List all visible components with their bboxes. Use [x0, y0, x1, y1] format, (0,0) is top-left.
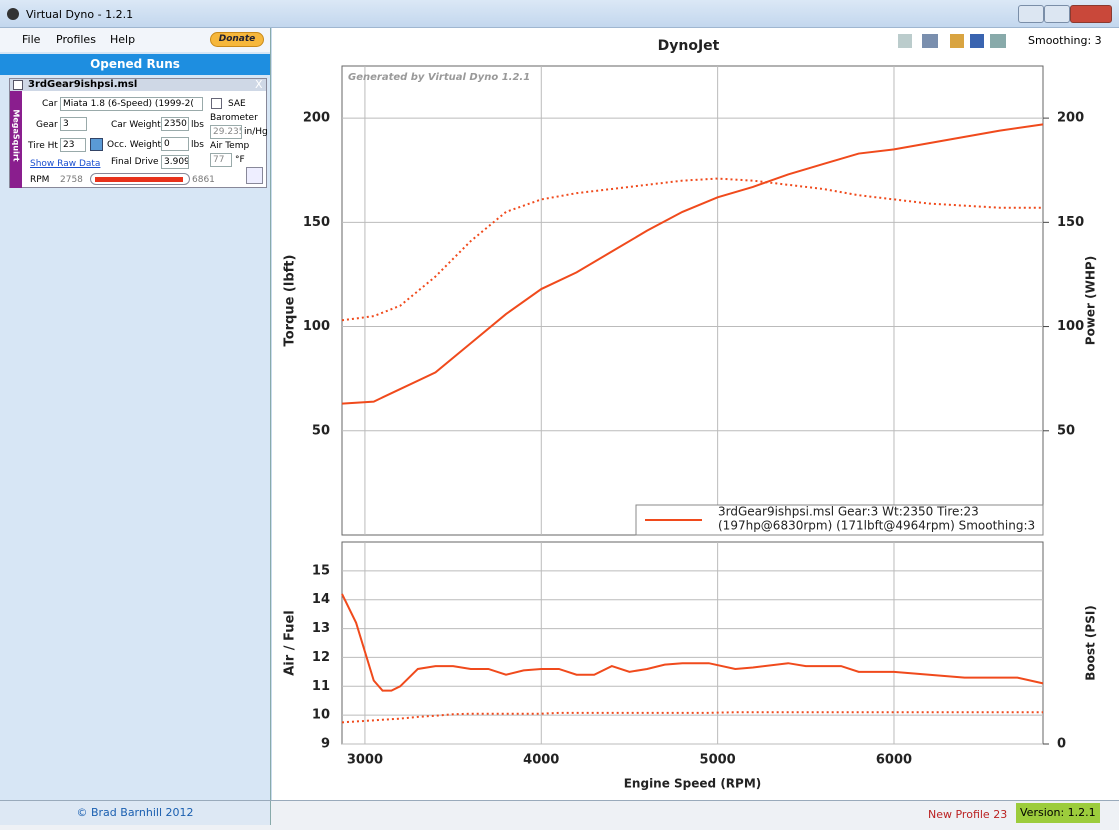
- y-tick-label: 100: [303, 319, 330, 334]
- y-tick-label: 12: [312, 650, 330, 665]
- y2-tick-label: 200: [1057, 111, 1084, 126]
- x-tick-label: 6000: [876, 753, 912, 768]
- plot-area: [342, 66, 1043, 535]
- y-tick-label: 11: [312, 679, 330, 694]
- y2-axis-label: Boost (PSI): [1084, 605, 1098, 681]
- chart-title: DynoJet: [658, 38, 720, 54]
- y-tick-label: 200: [303, 111, 330, 126]
- annotation: Generated by Virtual Dyno 1.2.1: [348, 72, 530, 83]
- x-axis-label: Engine Speed (RPM): [624, 777, 762, 791]
- x-tick-label: 3000: [347, 753, 383, 768]
- y-tick-label: 50: [312, 423, 330, 438]
- y-tick-label: 15: [312, 563, 330, 578]
- y2-axis-label: Power (WHP): [1084, 256, 1098, 345]
- y-axis-label: Air / Fuel: [283, 610, 298, 676]
- legend-text: (197hp@6830rpm) (171lbft@4964rpm) Smooth…: [718, 519, 1035, 533]
- y2-tick-label: 50: [1057, 423, 1075, 438]
- y-tick-label: 14: [312, 592, 330, 607]
- y2-tick-label: 150: [1057, 215, 1084, 230]
- y2-tick-label: 0: [1057, 737, 1066, 752]
- y-tick-label: 150: [303, 215, 330, 230]
- y-axis-label: Torque (lbft): [283, 255, 298, 347]
- y-tick-label: 13: [312, 621, 330, 636]
- legend-text: 3rdGear9ishpsi.msl Gear:3 Wt:2350 Tire:2…: [718, 505, 979, 519]
- x-tick-label: 4000: [523, 753, 559, 768]
- y2-tick-label: 100: [1057, 319, 1084, 334]
- y-tick-label: 9: [321, 737, 330, 752]
- y-tick-label: 10: [312, 708, 330, 723]
- x-tick-label: 5000: [700, 753, 736, 768]
